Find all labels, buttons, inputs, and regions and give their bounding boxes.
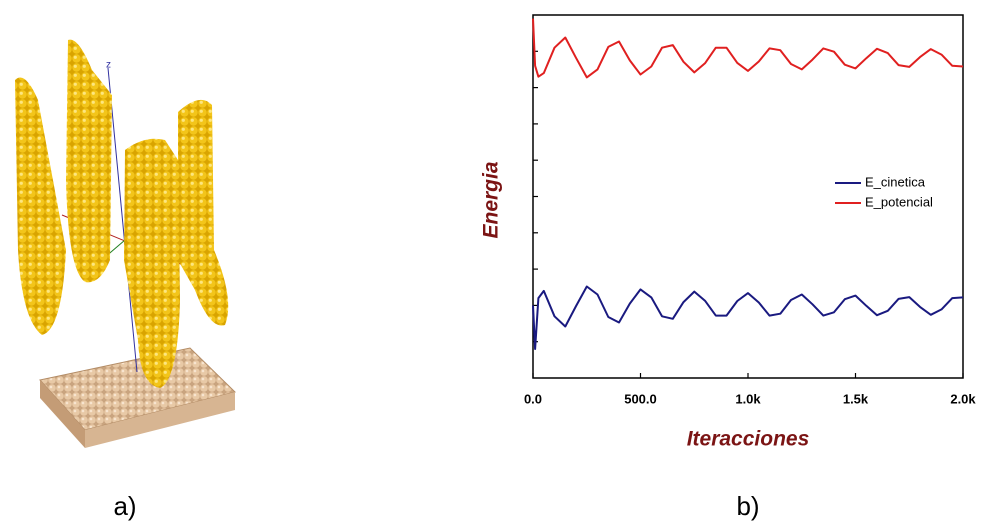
axis-z: [107, 67, 138, 373]
substrate-side: [40, 380, 85, 448]
x-tick-label: 1.5k: [843, 391, 869, 406]
legend-label: E_cinetica: [865, 174, 926, 189]
molecule: [124, 138, 180, 388]
x-tick-label: 0.0: [524, 391, 542, 406]
panel-label: a): [113, 491, 136, 521]
legend-label: E_potencial: [865, 194, 933, 209]
x-axis-title: Iteracciones: [687, 428, 810, 451]
molecule: [178, 99, 229, 326]
x-tick-label: 2.0k: [950, 391, 976, 406]
molecule: [15, 77, 66, 335]
x-tick-label: 500.0: [624, 391, 657, 406]
axis-z-label: z: [106, 60, 111, 71]
panel-label: b): [736, 491, 759, 521]
series-line: [532, 285, 964, 350]
molecule: [66, 39, 112, 283]
x-tick-label: 1.0k: [735, 391, 761, 406]
substrate-front: [85, 392, 235, 448]
scene-3d: z: [15, 39, 236, 448]
series-line: [532, 18, 964, 79]
y-axis-title: Energia: [480, 161, 503, 238]
